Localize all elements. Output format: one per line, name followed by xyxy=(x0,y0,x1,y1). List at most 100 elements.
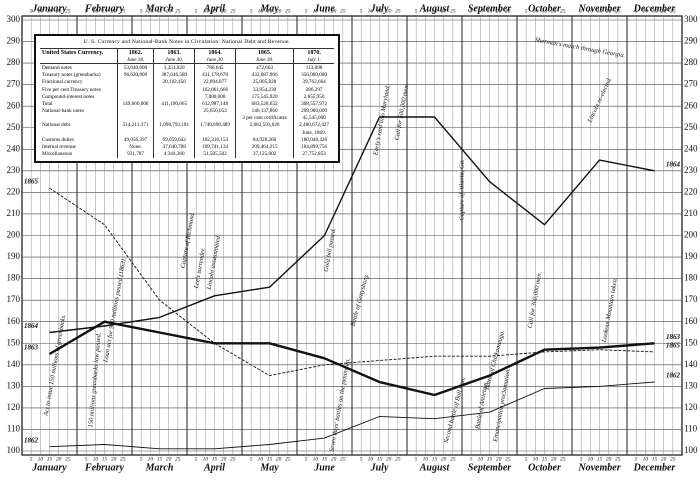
month-label: November xyxy=(577,3,620,14)
table-cell: None. xyxy=(116,143,154,151)
table-grid: United States Currency. 1862. 1863. 1864. 18… xyxy=(40,48,334,158)
series-label-left: 1862 xyxy=(24,436,39,444)
table-cell: 149,660,000 xyxy=(116,100,154,108)
month-label-bottom: January xyxy=(31,462,67,473)
day-tick-label: 10 xyxy=(478,456,484,462)
day-tick-label: 15 xyxy=(157,456,163,462)
blank-cell xyxy=(153,93,195,101)
table-cell: 45,545,000 xyxy=(293,114,334,122)
table-cell: 398,557,972 xyxy=(293,100,334,108)
y-tick-label-right: 140 xyxy=(684,359,698,369)
day-tick-label: 25 xyxy=(670,456,676,462)
annotation: Lee's surrender. xyxy=(193,247,207,290)
table-cell: 1,098,793,181 xyxy=(153,121,195,130)
y-tick-label-right: 150 xyxy=(684,337,698,347)
day-tick-label: 10 xyxy=(93,456,99,462)
y-tick-label: 250 xyxy=(7,122,21,132)
annotation: Seven days' battles on the peninsula. xyxy=(328,357,352,452)
table-row: Five per cent Treasury notes 162,061,666 3… xyxy=(40,85,334,94)
day-tick-label-top: 20 xyxy=(331,8,337,14)
day-tick-label-top: 20 xyxy=(551,8,557,14)
day-tick-label: 10 xyxy=(368,456,374,462)
day-tick-label: 25 xyxy=(285,456,291,462)
day-tick-label-top: 5 xyxy=(470,8,473,14)
table-cell: 411,190,065 xyxy=(153,100,195,108)
table-cell: 514,211,371 xyxy=(116,121,154,130)
table-cell: 37,640,788 xyxy=(153,143,195,151)
blank-cell xyxy=(194,129,236,137)
day-tick-label-top: 5 xyxy=(580,8,583,14)
table-row: Treasury notes (greenbacks) 96,620,000 387… xyxy=(40,71,334,79)
header-cell: 1863. xyxy=(153,48,195,57)
table-cell: 109,741,134 xyxy=(194,143,236,151)
table-cell: 2,480,672,427 xyxy=(293,121,334,130)
day-tick-label-top: 10 xyxy=(313,8,319,14)
day-tick-label: 5 xyxy=(415,456,418,462)
currency-table: U. S. Currency and National-Bank Notes i… xyxy=(34,34,340,163)
y-tick-label: 110 xyxy=(7,424,21,434)
day-tick-label: 20 xyxy=(166,456,172,462)
day-tick-label-top: 5 xyxy=(525,8,528,14)
day-tick-label: 20 xyxy=(111,456,117,462)
day-tick-label-top: 25 xyxy=(65,8,71,14)
day-tick-label-top: 15 xyxy=(267,8,273,14)
day-tick-label: 25 xyxy=(340,456,346,462)
header-cell: 1870. xyxy=(293,48,334,57)
table-cell: 162,061,666 xyxy=(194,85,236,94)
annotation: Emancipation proclamation. xyxy=(492,367,512,443)
table-row: Compound-interest notes 7,000,000 175,545,… xyxy=(40,93,334,101)
day-tick-label: 15 xyxy=(267,456,273,462)
blank-cell xyxy=(40,129,117,136)
annotation: Sherman's march through Georgia. xyxy=(534,37,626,60)
month-label-bottom: October xyxy=(528,462,561,473)
day-tick-label: 20 xyxy=(331,456,337,462)
y-tick-label: 120 xyxy=(7,402,21,412)
blank-cell xyxy=(40,115,117,122)
table-cell: 33,954,230 xyxy=(235,85,294,94)
table-row: Fractional currency 20,192,456 22,894,877 2… xyxy=(40,78,334,86)
day-tick-label-top: 15 xyxy=(597,8,603,14)
day-tick-label-top: 10 xyxy=(368,8,374,14)
day-tick-label-top: 25 xyxy=(450,8,456,14)
table-cell: 22,894,877 xyxy=(194,78,236,86)
day-tick-label-top: 15 xyxy=(542,8,548,14)
y-tick-label-right: 210 xyxy=(684,208,698,218)
month-label-bottom: April xyxy=(203,462,225,473)
y-tick-label-right: 280 xyxy=(684,57,698,67)
table-cell: 683,528,632 xyxy=(235,100,294,108)
table-cell: Customs duties xyxy=(42,136,74,143)
table-cell: Internal revenue xyxy=(42,144,76,151)
subheader-cell: June 30. xyxy=(194,56,236,65)
annotation: Lincoln assassinated. xyxy=(206,233,223,291)
table-cell: 51,505,502 xyxy=(194,150,236,158)
month-label-bottom: July xyxy=(370,462,389,473)
day-tick-label: 10 xyxy=(203,456,209,462)
y-tick-label-right: 240 xyxy=(684,143,698,153)
table-cell: June, 1869. xyxy=(293,129,334,137)
blank-cell xyxy=(40,56,118,65)
day-tick-label: 25 xyxy=(560,456,566,462)
day-tick-label: 25 xyxy=(175,456,181,462)
y-tick-label: 300 xyxy=(7,14,21,24)
day-tick-label: 25 xyxy=(615,456,621,462)
header-cell: 1864. xyxy=(194,48,236,57)
series-label-right: 1864 xyxy=(666,160,681,168)
day-tick-label: 10 xyxy=(643,456,649,462)
month-label-bottom: August xyxy=(419,462,451,473)
blank-cell xyxy=(116,78,154,86)
table-cell: 96,620,000 xyxy=(116,71,154,79)
day-tick-label-top: 20 xyxy=(56,8,62,14)
month-label-bottom: May xyxy=(259,462,279,473)
day-tick-label: 5 xyxy=(580,456,583,462)
month-label-bottom: February xyxy=(84,462,124,473)
y-tick-label-right: 160 xyxy=(684,316,698,326)
day-tick-label: 5 xyxy=(525,456,528,462)
day-tick-label-top: 15 xyxy=(157,8,163,14)
table-row: June, 1869. xyxy=(40,129,334,137)
table-cell: 472,603 xyxy=(235,63,294,72)
table-cell: 4,344,360 xyxy=(153,150,195,158)
day-tick-label: 5 xyxy=(305,456,308,462)
day-tick-label: 5 xyxy=(30,456,33,462)
table-subheader-row: June 30. June 30. June 30. June 30. July 1. xyxy=(40,56,334,65)
